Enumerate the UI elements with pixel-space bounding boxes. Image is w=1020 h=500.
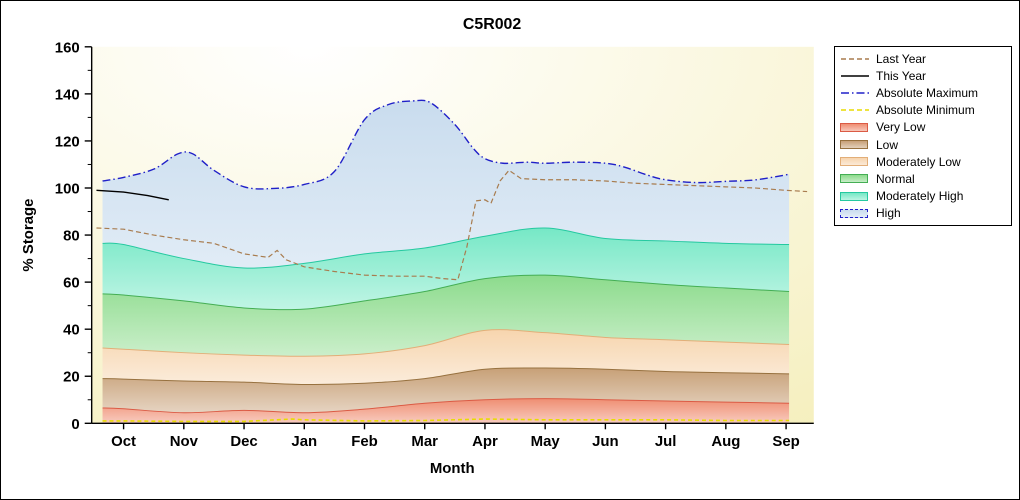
legend-label: This Year: [876, 68, 927, 83]
zone-bands: [102, 100, 790, 424]
this-year-line-marker: [840, 70, 870, 82]
x-tick-label: Dec: [230, 433, 257, 450]
legend-label: Moderately High: [876, 189, 964, 204]
y-tick-label: 160: [55, 39, 80, 56]
x-tick-label: Jan: [291, 433, 317, 450]
x-tick-label: Aug: [711, 433, 740, 450]
legend-item-moderately-low: Moderately Low: [840, 153, 1006, 170]
y-tick-label: 140: [55, 86, 80, 103]
color-swatch: [840, 191, 868, 201]
band-normal-top-line: [102, 274, 790, 311]
very-low-swatch: [840, 121, 870, 133]
absolute-maximum-line-marker: [840, 87, 870, 99]
legend-label: High: [876, 206, 901, 221]
legend-item-normal: Normal: [840, 170, 1006, 187]
high-swatch: [840, 207, 870, 219]
band-very_low: [102, 398, 790, 424]
moderately-high-swatch: [840, 190, 870, 202]
axes: 0 20 40 60 80 100 120 140 160 Oct Nov Dec Jan Feb Mar A…: [55, 39, 814, 450]
legend-label: Absolute Minimum: [876, 103, 975, 118]
legend-item-absolute-maximum: Absolute Maximum: [840, 84, 1006, 101]
band-moderately_low-top-line: [102, 329, 790, 357]
chart-title: C5R002: [463, 16, 522, 33]
x-tick-label: Feb: [351, 433, 378, 450]
band-normal: [102, 275, 790, 357]
legend-item-last-year: Last Year: [840, 50, 1006, 67]
legend: Last Year This Year Absolute Maximum Absolu…: [834, 46, 1012, 226]
absolute-minimum-line-marker: [840, 104, 870, 116]
x-tick-label: Jul: [655, 433, 677, 450]
chart-layers: 0 20 40 60 80 100 120 140 160 Oct Nov Dec Jan Feb Mar A…: [55, 39, 814, 450]
y-tick-label: 120: [55, 133, 80, 150]
x-tick-label: Oct: [111, 433, 136, 450]
y-tick-label: 80: [63, 228, 80, 245]
legend-label: Absolute Maximum: [876, 85, 979, 100]
band-high: [102, 100, 790, 269]
y-tick-label: 0: [71, 416, 79, 433]
y-tick-label: 20: [63, 369, 80, 386]
x-tick-label: May: [531, 433, 561, 450]
low-swatch: [840, 139, 870, 151]
legend-label: Normal: [876, 171, 915, 186]
y-axis-title: % Storage: [20, 199, 37, 272]
color-swatch: [840, 140, 868, 150]
band-low: [102, 367, 790, 413]
moderately-low-swatch: [840, 156, 870, 168]
legend-label: Very Low: [876, 120, 926, 135]
x-tick-label: Mar: [411, 433, 438, 450]
absolute-minimum-line: [102, 418, 790, 423]
x-tick-label: Nov: [170, 433, 199, 450]
legend-label: Low: [876, 137, 899, 152]
legend-item-this-year: This Year: [840, 67, 1006, 84]
normal-swatch: [840, 173, 870, 185]
x-tick-label: Sep: [772, 433, 799, 450]
series-lines: [96, 99, 808, 423]
color-swatch: [840, 208, 868, 218]
band-very_low-top-line: [102, 398, 790, 414]
legend-item-very-low: Very Low: [840, 119, 1006, 136]
last-year-line-marker: [840, 53, 870, 65]
color-swatch: [840, 122, 868, 132]
color-swatch: [840, 157, 868, 167]
color-swatch: [840, 174, 868, 184]
band-moderately_high: [102, 227, 790, 310]
y-tick-label: 60: [63, 275, 80, 292]
legend-item-low: Low: [840, 136, 1006, 153]
band-moderately_high-top-line: [102, 227, 790, 269]
band-low-top-line: [102, 367, 790, 386]
legend-label: Moderately Low: [876, 154, 961, 169]
y-tick-label: 100: [55, 180, 80, 197]
legend-item-absolute-minimum: Absolute Minimum: [840, 102, 1006, 119]
legend-item-moderately-high: Moderately High: [840, 188, 1006, 205]
band-moderately_low: [102, 329, 790, 385]
legend-label: Last Year: [876, 51, 927, 66]
this-year-line: [96, 189, 169, 201]
absolute-maximum-line: [102, 99, 790, 190]
x-tick-label: Jun: [592, 433, 619, 450]
legend-item-high: High: [840, 205, 1006, 222]
x-tick-label: Apr: [472, 433, 498, 450]
x-axis-title: Month: [430, 460, 475, 477]
last-year-line: [96, 169, 808, 281]
y-tick-label: 40: [63, 322, 80, 339]
